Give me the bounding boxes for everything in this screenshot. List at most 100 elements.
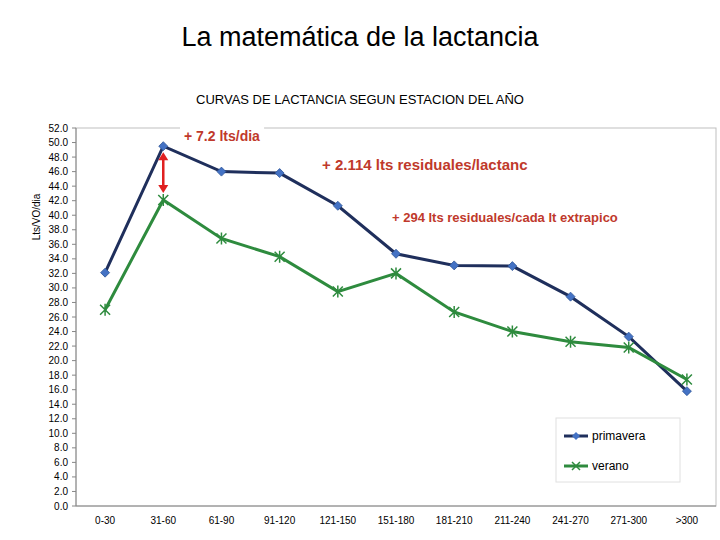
marker <box>333 201 342 210</box>
series-line <box>105 200 687 380</box>
y-tick-label: 4.0 <box>54 471 68 482</box>
marker <box>682 387 691 396</box>
y-tick-label: 48.0 <box>49 152 69 163</box>
y-tick <box>72 200 76 201</box>
marker <box>507 326 517 338</box>
y-tick-label: 10.0 <box>49 428 69 439</box>
marker <box>275 169 284 178</box>
marker <box>333 286 343 298</box>
y-tick <box>72 404 76 405</box>
series-line <box>105 146 687 391</box>
marker <box>682 374 692 386</box>
marker <box>566 336 576 348</box>
x-tick-label: 211-240 <box>494 515 530 526</box>
y-tick <box>72 389 76 390</box>
y-tick-label: 12.0 <box>49 413 69 424</box>
y-tick-label: 8.0 <box>54 442 68 453</box>
y-tick <box>72 186 76 187</box>
y-tick <box>72 360 76 361</box>
x-tick-label: 121-150 <box>319 515 356 526</box>
y-tick-label: 46.0 <box>49 166 69 177</box>
x-tick-label: >300 <box>676 515 699 526</box>
diff-arrow <box>162 158 165 187</box>
y-tick <box>72 157 76 158</box>
y-tick <box>72 491 76 492</box>
y-tick <box>72 447 76 448</box>
y-tick-label: 2.0 <box>54 486 68 497</box>
y-label: Lts/VO/dia <box>31 193 42 240</box>
x-tick-label: 31-60 <box>150 515 176 526</box>
y-tick-label: 38.0 <box>49 224 69 235</box>
marker <box>216 232 226 244</box>
y-tick-label: 52.0 <box>49 123 69 134</box>
x-axis <box>76 506 716 507</box>
legend-marker <box>572 462 580 470</box>
legend-label: primavera <box>592 429 646 443</box>
y-tick <box>72 433 76 434</box>
y-tick <box>72 462 76 463</box>
y-tick-label: 22.0 <box>49 341 69 352</box>
annotation: + 2.114 lts residuales/lactanc <box>322 156 528 173</box>
marker <box>391 267 401 279</box>
y-tick-label: 14.0 <box>49 399 69 410</box>
y-tick <box>72 375 76 376</box>
marker <box>624 342 634 354</box>
y-tick <box>72 273 76 274</box>
y-tick-label: 50.0 <box>49 137 69 148</box>
y-tick <box>72 506 76 507</box>
y-tick <box>72 287 76 288</box>
y-tick-label: 26.0 <box>49 312 69 323</box>
marker <box>275 251 285 263</box>
annotation: + 294 lts residuales/cada lt extrapico <box>392 210 618 225</box>
marker <box>392 249 401 258</box>
y-tick-label: 30.0 <box>49 282 69 293</box>
y-tick <box>72 302 76 303</box>
y-tick-label: 0.0 <box>54 501 68 512</box>
marker <box>100 304 110 316</box>
y-tick-label: 20.0 <box>49 355 69 366</box>
annotation-box <box>388 208 622 227</box>
x-tick-label: 91-120 <box>264 515 296 526</box>
y-tick <box>72 215 76 216</box>
legend-marker <box>572 432 580 440</box>
y-tick <box>72 171 76 172</box>
marker <box>449 306 459 318</box>
marker <box>624 332 633 341</box>
y-tick <box>72 418 76 419</box>
marker <box>158 194 168 206</box>
y-tick-label: 44.0 <box>49 181 69 192</box>
annotation-box <box>318 154 532 175</box>
y-tick <box>72 346 76 347</box>
y-tick-label: 16.0 <box>49 384 69 395</box>
annotation-box <box>180 126 264 146</box>
y-tick-label: 42.0 <box>49 195 69 206</box>
y-tick <box>72 128 76 129</box>
arrow-head <box>158 185 168 193</box>
y-tick <box>72 244 76 245</box>
y-tick <box>72 476 76 477</box>
x-tick-label: 271-300 <box>610 515 647 526</box>
x-tick-label: 181-210 <box>436 515 473 526</box>
marker <box>217 167 226 176</box>
plot-area <box>100 142 692 396</box>
arrow-head <box>158 152 168 160</box>
x-tick-label: 0-30 <box>95 515 115 526</box>
marker <box>101 268 110 277</box>
x-tick-label: 61-90 <box>209 515 235 526</box>
y-tick <box>72 258 76 259</box>
y-tick-label: 6.0 <box>54 457 68 468</box>
y-tick-label: 34.0 <box>49 253 69 264</box>
y-tick-label: 40.0 <box>49 210 69 221</box>
y-tick-label: 36.0 <box>49 239 69 250</box>
legend: primaveraverano <box>556 418 680 482</box>
annotation: + 7.2 lts/dia <box>184 128 260 144</box>
y-tick-label: 18.0 <box>49 370 69 381</box>
chart: La matemática de la lactanciaCURVAS DE L… <box>0 0 720 540</box>
x-tick-label: 241-270 <box>552 515 589 526</box>
marker <box>566 292 575 301</box>
marker <box>450 261 459 270</box>
y-tick <box>72 142 76 143</box>
title: La matemática de la lactancia <box>181 22 539 52</box>
y-tick-label: 32.0 <box>49 268 69 279</box>
x-tick-label: 151-180 <box>378 515 415 526</box>
